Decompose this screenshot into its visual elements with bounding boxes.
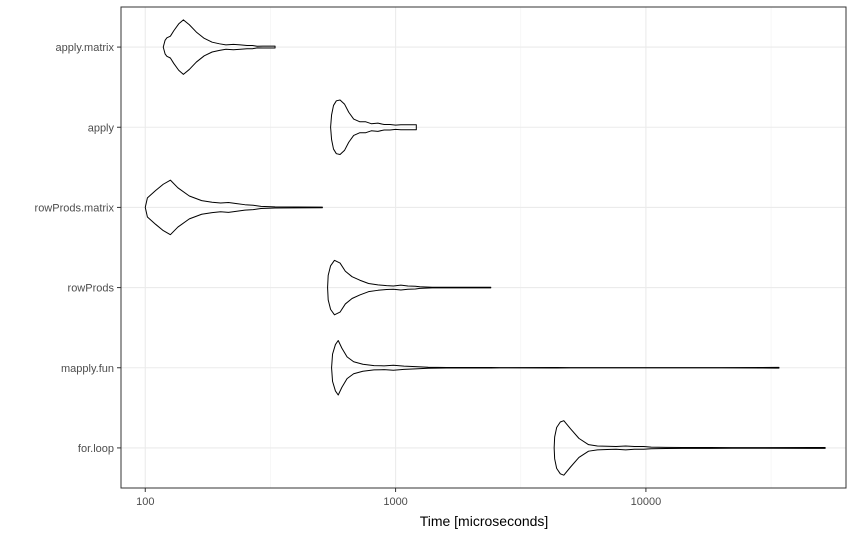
y-tick-label: rowProds.matrix	[35, 202, 115, 214]
y-tick-label: apply	[88, 122, 115, 134]
violin-layer	[144, 19, 826, 476]
violin-apply-matrix	[162, 19, 276, 75]
violin-for-loop	[553, 420, 826, 476]
plot-background	[121, 7, 846, 488]
y-tick-label: rowProds	[68, 283, 115, 295]
violin-rowProds-matrix	[144, 179, 323, 236]
violin-rowProds	[327, 259, 492, 316]
x-tick-label: 10000	[631, 496, 662, 508]
x-tick-label: 100	[136, 496, 154, 508]
x-axis-title: Time [microseconds]	[420, 513, 549, 529]
y-tick-label: for.loop	[78, 443, 114, 455]
y-tick-label: mapply.fun	[61, 363, 114, 375]
axis-layer: 100 1000 10000 apply.matrix apply rowProds.ma…	[35, 42, 662, 508]
grid-layer	[121, 7, 846, 488]
y-tick-label: apply.matrix	[56, 42, 115, 54]
x-tick-label: 1000	[383, 496, 407, 508]
plot-border	[120, 6, 847, 489]
violin-mapply-fun	[331, 339, 780, 396]
violin-apply	[330, 99, 417, 156]
